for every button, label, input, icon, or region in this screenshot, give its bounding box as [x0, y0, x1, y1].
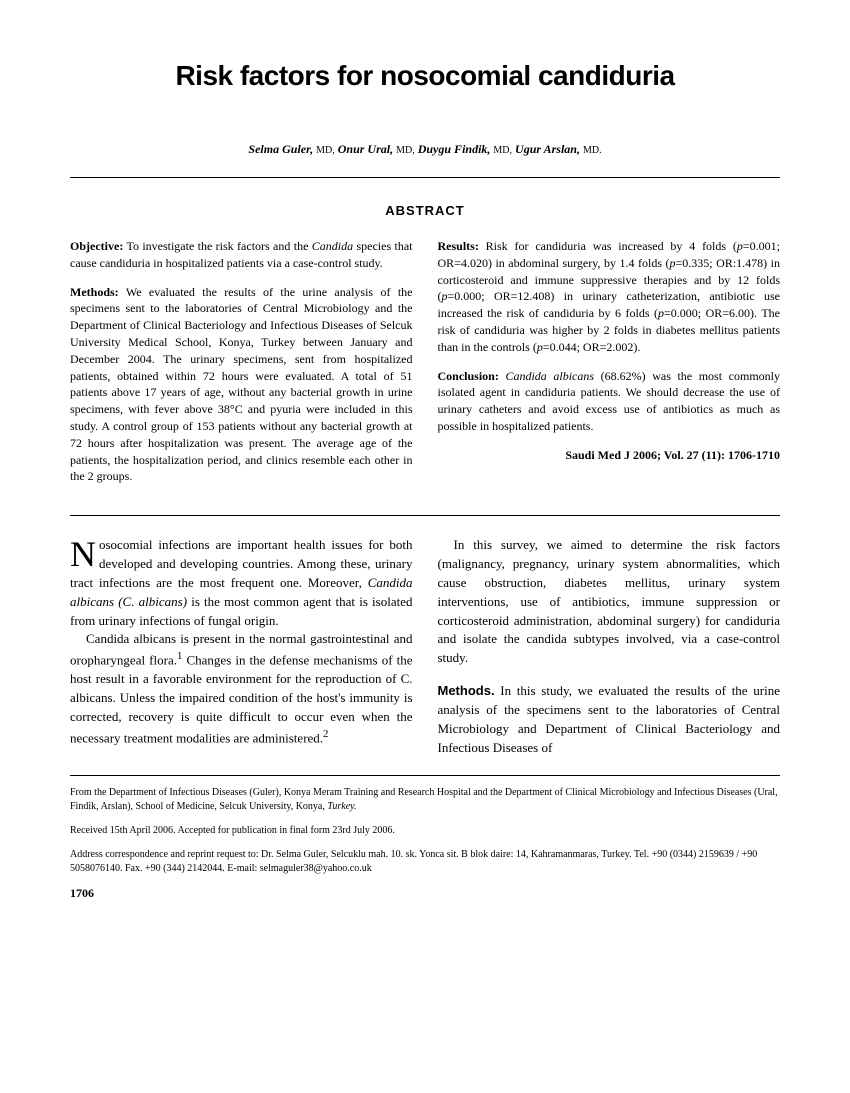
abstract-objective: Objective: To investigate the risk facto… — [70, 238, 413, 272]
body-para-2: Candida albicans is present in the norma… — [70, 630, 413, 748]
body-para-3: In this survey, we aimed to determine th… — [438, 536, 781, 668]
abstract-right-col: Results: Risk for candiduria was increas… — [438, 238, 781, 497]
footer-affiliation: From the Department of Infectious Diseas… — [70, 786, 780, 814]
body-left-col: Nosocomial infections are important heal… — [70, 536, 413, 757]
footer-received: Received 15th April 2006. Accepted for p… — [70, 824, 780, 838]
abstract-heading: ABSTRACT — [70, 203, 780, 218]
page-number: 1706 — [70, 886, 780, 901]
abstract-columns: Objective: To investigate the risk facto… — [70, 238, 780, 497]
abstract-results: Results: Risk for candiduria was increas… — [438, 238, 781, 356]
footer-correspondence: Address correspondence and reprint reque… — [70, 848, 780, 876]
body-para-1: Nosocomial infections are important heal… — [70, 536, 413, 630]
abstract-conclusion: Conclusion: Candida albicans (68.62%) wa… — [438, 368, 781, 435]
article-title: Risk factors for nosocomial candiduria — [70, 60, 780, 92]
divider-bottom-abstract — [70, 515, 780, 516]
dropcap: N — [70, 536, 99, 569]
journal-citation: Saudi Med J 2006; Vol. 27 (11): 1706-171… — [438, 447, 781, 464]
footer-block: From the Department of Infectious Diseas… — [70, 786, 780, 876]
abstract-methods: Methods: We evaluated the results of the… — [70, 284, 413, 486]
body-columns: Nosocomial infections are important heal… — [70, 536, 780, 757]
divider-top — [70, 177, 780, 178]
body-right-col: In this survey, we aimed to determine th… — [438, 536, 781, 757]
authors-line: Selma Guler, MD, Onur Ural, MD, Duygu Fi… — [70, 142, 780, 157]
body-methods: Methods. In this study, we evaluated the… — [438, 682, 781, 757]
footer-divider — [70, 775, 780, 776]
abstract-left-col: Objective: To investigate the risk facto… — [70, 238, 413, 497]
